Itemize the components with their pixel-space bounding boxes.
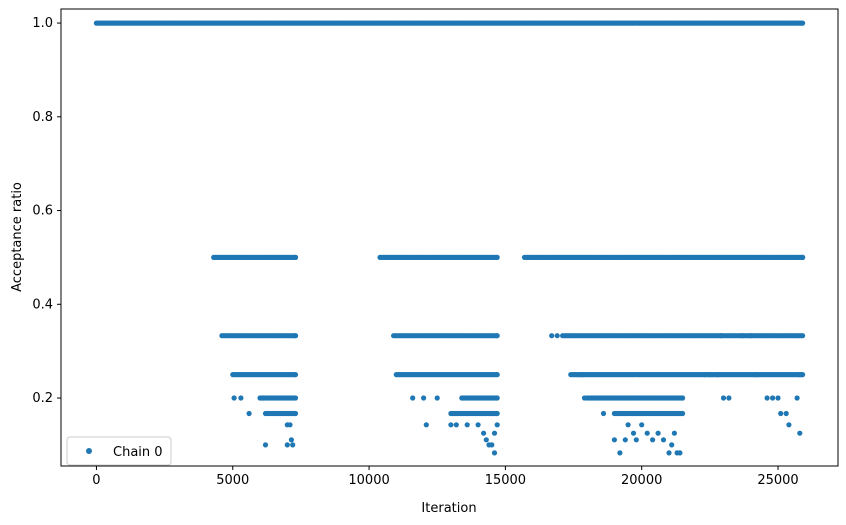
data-point xyxy=(770,395,776,401)
legend-label-chain-0: Chain 0 xyxy=(113,445,163,460)
data-point xyxy=(290,442,296,448)
data-point xyxy=(669,442,675,448)
data-point xyxy=(489,442,495,448)
data-point xyxy=(639,422,645,428)
data-point xyxy=(786,422,792,428)
x-axis-ticks: 0 5000 10000 15000 20000 25000 xyxy=(92,466,799,488)
data-point xyxy=(491,450,498,456)
data-point xyxy=(677,450,683,456)
y-tick-label: 0.2 xyxy=(32,391,53,406)
data-point xyxy=(778,410,784,417)
data-point xyxy=(246,410,252,417)
data-point xyxy=(494,395,500,401)
y-tick-label: 0.8 xyxy=(32,110,53,125)
data-point xyxy=(448,422,454,428)
data-point xyxy=(238,395,244,401)
data-point xyxy=(464,422,470,428)
data-point xyxy=(491,430,498,436)
data-point xyxy=(292,254,299,260)
data-point xyxy=(783,410,789,417)
legend-box xyxy=(66,436,172,466)
data-point xyxy=(434,395,440,401)
data-point xyxy=(707,372,713,378)
data-point xyxy=(764,395,770,401)
data-point xyxy=(410,395,416,401)
y-axis-ticks: 0.2 0.4 0.6 0.8 1.0 xyxy=(32,16,61,406)
x-tick-label: 0 xyxy=(92,473,100,488)
data-point xyxy=(797,430,803,436)
data-point xyxy=(579,372,585,378)
data-point xyxy=(611,437,618,443)
data-point xyxy=(262,442,269,448)
y-tick-label: 1.0 xyxy=(32,16,53,31)
data-point xyxy=(292,410,299,417)
scatter-points xyxy=(93,20,806,456)
x-axis-label: Iteration xyxy=(421,501,476,516)
data-point xyxy=(775,395,781,401)
data-point xyxy=(292,372,299,378)
data-point xyxy=(600,410,607,417)
x-tick-label: 5000 xyxy=(216,473,249,488)
data-point xyxy=(453,422,459,428)
data-point xyxy=(494,254,500,260)
data-point xyxy=(800,254,806,260)
data-point xyxy=(800,20,806,26)
plot-area-frame xyxy=(60,8,839,467)
y-axis-label: Acceptance ratio xyxy=(10,182,25,292)
data-point xyxy=(483,437,489,443)
data-point xyxy=(288,437,294,443)
data-point xyxy=(671,430,678,436)
x-tick-label: 25000 xyxy=(757,473,798,488)
data-point xyxy=(633,437,639,443)
data-point xyxy=(797,372,803,378)
data-point xyxy=(630,430,637,436)
data-point xyxy=(481,430,487,436)
data-point xyxy=(292,333,299,339)
legend: Chain 0 xyxy=(66,436,172,466)
data-point xyxy=(655,430,661,436)
data-point xyxy=(753,372,759,378)
data-point xyxy=(644,430,650,436)
data-point xyxy=(660,437,667,443)
data-point xyxy=(554,333,560,339)
data-point xyxy=(726,395,732,401)
data-point xyxy=(650,437,656,443)
data-point xyxy=(617,450,623,456)
data-point xyxy=(715,372,721,378)
legend-marker-chain-0 xyxy=(86,448,92,454)
y-tick-label: 0.4 xyxy=(32,297,53,312)
data-point xyxy=(231,395,237,401)
data-point xyxy=(800,333,806,339)
data-point xyxy=(581,395,588,401)
data-point xyxy=(680,410,686,417)
data-point xyxy=(622,437,628,443)
data-point xyxy=(494,410,500,417)
data-point xyxy=(494,372,500,378)
x-tick-label: 15000 xyxy=(485,473,526,488)
data-point xyxy=(701,372,708,378)
data-point xyxy=(740,333,746,339)
data-point xyxy=(720,395,727,401)
x-tick-label: 10000 xyxy=(348,473,389,488)
data-point xyxy=(494,422,500,428)
data-point xyxy=(794,395,800,401)
data-point xyxy=(284,442,290,448)
x-tick-label: 20000 xyxy=(621,473,662,488)
data-point xyxy=(666,450,672,456)
data-point xyxy=(423,422,429,428)
data-point xyxy=(292,395,299,401)
data-point xyxy=(260,395,266,401)
data-point xyxy=(549,333,555,339)
data-point xyxy=(718,333,724,339)
data-point xyxy=(748,333,754,339)
data-point xyxy=(421,395,427,401)
data-point xyxy=(475,422,481,428)
data-point xyxy=(287,422,293,428)
data-point xyxy=(680,395,686,401)
data-point xyxy=(494,333,500,339)
data-point xyxy=(625,422,631,428)
y-tick-label: 0.6 xyxy=(32,204,53,219)
